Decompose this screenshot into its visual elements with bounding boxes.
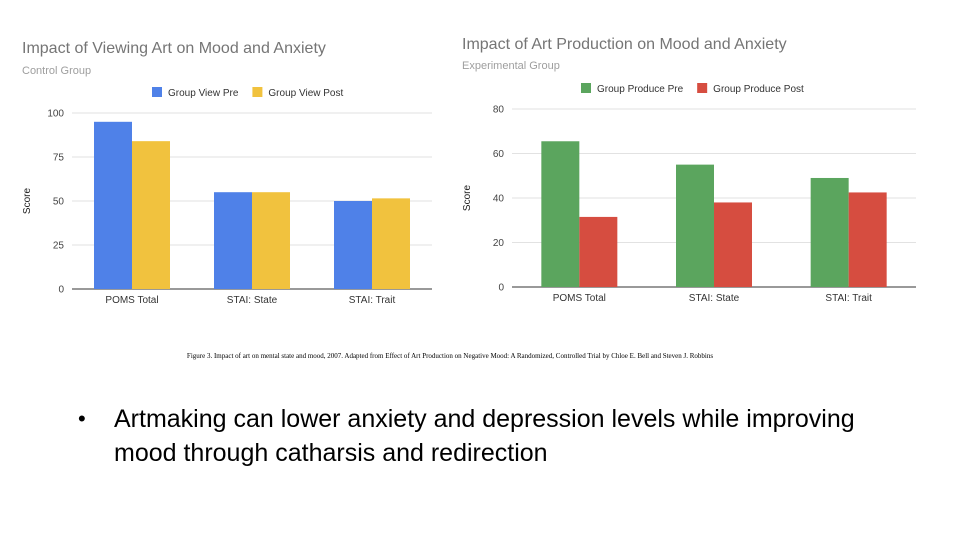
chart-art-production: Impact of Art Production on Mood and Anx… xyxy=(450,0,930,330)
bar-group-produce-pre-2 xyxy=(676,164,714,287)
legend-swatch xyxy=(581,83,591,93)
x-tick-label: STAI: Trait xyxy=(825,293,872,304)
y-tick-label: 100 xyxy=(47,109,64,120)
bar-group-view-pre-3 xyxy=(334,201,372,289)
y-tick-label: 0 xyxy=(58,285,64,296)
bar-group-view-pre-2 xyxy=(214,192,252,289)
chart-viewing-art: Impact of Viewing Art on Mood and Anxiet… xyxy=(0,0,460,330)
bullet-marker: • xyxy=(78,406,86,431)
y-axis-label: Score xyxy=(462,185,473,212)
chart-plot: 0 20 40 60 80 Score POMS Total STAI: State STAI:… xyxy=(462,83,916,304)
bullet-text: Artmaking can lower anxiety and depressi… xyxy=(114,405,855,467)
x-tick-label: STAI: State xyxy=(227,295,278,306)
chart-title: Impact of Art Production on Mood and Anx… xyxy=(462,36,787,53)
y-tick-label: 0 xyxy=(498,283,504,294)
y-tick-label: 20 xyxy=(493,238,505,249)
bar-group-produce-post-1 xyxy=(579,216,618,287)
legend-label: Group View Post xyxy=(268,88,343,99)
y-tick-label: 75 xyxy=(53,153,65,164)
bar-group-view-post-1 xyxy=(132,141,170,289)
bar-group-produce-pre-1 xyxy=(541,141,580,287)
chart-subtitle: Control Group xyxy=(22,65,92,77)
x-tick-label: POMS Total xyxy=(553,293,606,304)
y-tick-label: 50 xyxy=(53,197,65,208)
x-tick-label: STAI: Trait xyxy=(349,295,396,306)
y-tick-label: 60 xyxy=(493,149,505,160)
legend-swatch xyxy=(697,83,708,93)
y-tick-label: 25 xyxy=(53,241,65,252)
figure-caption: Figure 3. Impact of art on mental state … xyxy=(186,352,714,360)
legend-label: Group Produce Pre xyxy=(597,84,684,95)
legend-label: Group Produce Post xyxy=(713,84,804,95)
bar-group-view-pre-1 xyxy=(94,121,132,289)
bar-group-produce-post-2 xyxy=(714,202,752,287)
bar-group-produce-pre-3 xyxy=(810,177,849,287)
legend-label: Group View Pre xyxy=(168,88,239,99)
chart-title: Impact of Viewing Art on Mood and Anxiet… xyxy=(22,40,326,57)
bar-group-view-post-3 xyxy=(372,198,410,289)
bar-group-view-post-2 xyxy=(252,192,290,289)
chart-subtitle: Experimental Group xyxy=(462,60,560,72)
x-tick-label: STAI: State xyxy=(689,293,740,304)
legend-swatch xyxy=(252,87,263,97)
y-tick-label: 40 xyxy=(493,194,505,205)
y-tick-label: 80 xyxy=(493,105,505,116)
bar-group-produce-post-3 xyxy=(848,192,887,287)
chart-plot: 0 25 50 75 100 Score POMS Total STAI: State STAI… xyxy=(22,87,432,306)
x-tick-label: POMS Total xyxy=(105,295,158,306)
legend-swatch xyxy=(152,87,162,97)
y-axis-label: Score xyxy=(22,188,33,215)
